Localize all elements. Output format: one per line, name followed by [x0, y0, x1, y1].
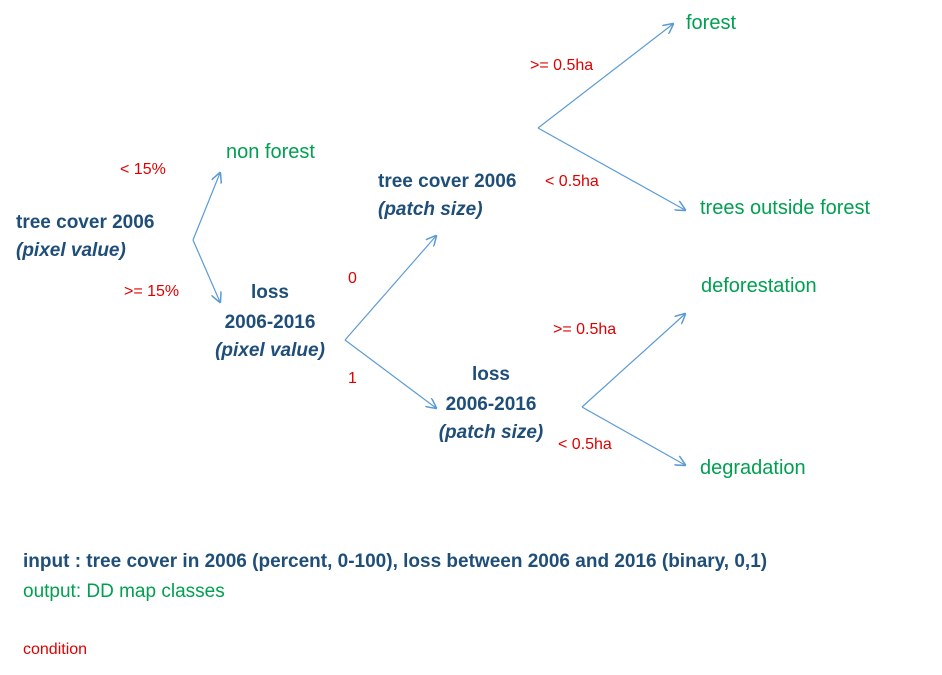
edge-tree-patch-to-forest: [537, 24, 673, 129]
condition-zero: 0: [348, 270, 357, 287]
node-loss-pixel: loss 2006-2016 (pixel value): [200, 282, 340, 362]
condition-one: 1: [348, 370, 357, 387]
node-tree-cover-patch: tree cover 2006 (patch size): [378, 171, 516, 221]
leaf-trees-outside-forest: trees outside forest: [700, 197, 871, 219]
leaf-non-forest: non forest: [226, 141, 315, 163]
leaf-degradation: degradation: [700, 457, 806, 479]
condition-ge-05ha-bottom: >= 0.5ha: [553, 321, 617, 338]
edge-loss-pixel-to-tree-patch: [344, 236, 436, 341]
node-tree-cover-pixel: tree cover 2006 (pixel value): [16, 212, 154, 262]
edge-root-to-non-forest: [192, 173, 220, 241]
condition-lt-05ha-bottom: < 0.5ha: [558, 436, 612, 453]
condition-lt-15: < 15%: [120, 161, 166, 178]
condition-lt-05ha-top: < 0.5ha: [545, 173, 599, 190]
node-tree-cover-patch-subtitle: (patch size): [378, 198, 483, 220]
node-loss-patch-subtitle: (patch size): [438, 421, 544, 443]
edge-root-to-loss-pixel: [192, 239, 220, 302]
condition-ge-05ha-top: >= 0.5ha: [530, 57, 594, 74]
legend-condition: condition: [23, 641, 88, 658]
edge-loss-pixel-to-loss-patch: [344, 339, 436, 408]
leaf-forest: forest: [686, 12, 737, 34]
edge-loss-patch-to-deforestation: [581, 314, 685, 408]
edge-tree-patch-to-trees-outside: [537, 127, 685, 210]
node-tree-cover-patch-title: tree cover 2006: [378, 171, 517, 192]
input-description: input : tree cover in 2006 (percent, 0-1…: [23, 551, 768, 572]
output-description: output: DD map classes: [23, 581, 225, 602]
node-loss-patch-years: 2006-2016: [445, 393, 537, 415]
node-loss-pixel-subtitle: (pixel value): [215, 339, 325, 361]
node-loss-pixel-title: loss: [250, 282, 290, 303]
node-loss-patch-title: loss: [471, 364, 511, 385]
edge-loss-patch-to-degradation: [581, 406, 685, 465]
node-loss-pixel-years: 2006-2016: [224, 311, 316, 333]
node-loss-patch: loss 2006-2016 (patch size): [425, 364, 557, 444]
node-tree-cover-pixel-subtitle: (pixel value): [16, 239, 126, 261]
leaf-deforestation: deforestation: [701, 275, 817, 297]
node-tree-cover-pixel-title: tree cover 2006: [16, 212, 155, 233]
condition-ge-15: >= 15%: [124, 283, 180, 300]
